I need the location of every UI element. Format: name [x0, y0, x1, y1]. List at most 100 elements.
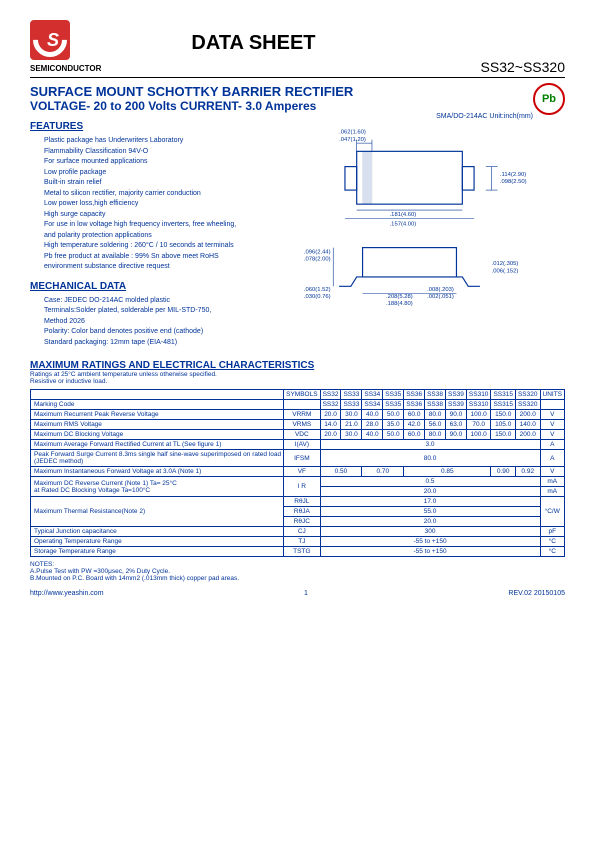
svg-text:.181(4.60): .181(4.60) [390, 212, 417, 218]
table-cell: 0.85 [404, 467, 491, 477]
table-cell: CJ [284, 527, 320, 537]
svg-text:.012(.305): .012(.305) [492, 261, 519, 267]
table-cell: SS33 [341, 400, 362, 410]
table-cell: I(AV) [284, 440, 320, 450]
table-cell: RθJL [284, 497, 320, 507]
table-cell: SS39 [446, 400, 467, 410]
table-cell: 21.0 [341, 420, 362, 430]
mechanical-list: Case: JEDEC DO-214AC molded plasticTermi… [44, 296, 288, 349]
table-param: Maximum DC Reverse Current (Note 1) Ta= … [31, 477, 284, 497]
feature-item: Low profile package [44, 168, 288, 179]
table-cell: 55.0 [320, 507, 540, 517]
mechanical-item: Standard packaging: 12mm tape (EIA-481) [44, 338, 288, 349]
ratings-note-1: Ratings at 25°C ambient temperature unle… [30, 371, 565, 378]
feature-item: Flammability Classification 94V-O [44, 147, 288, 158]
svg-text:.096(2.44): .096(2.44) [304, 249, 331, 255]
table-cell: °C [540, 547, 565, 557]
table-cell: 35.0 [383, 420, 404, 430]
table-cell: 56.0 [425, 420, 446, 430]
table-cell: 80.0 [320, 450, 540, 467]
table-cell: 90.0 [446, 430, 467, 440]
table-cell: 0.92 [515, 467, 540, 477]
semiconductor-label: SEMICONDUCTOR [30, 64, 101, 73]
svg-text:.157(4.00): .157(4.00) [390, 221, 417, 227]
feature-item: Built-in strain relief [44, 178, 288, 189]
svg-text:.006(.152): .006(.152) [492, 268, 519, 274]
table-param: Peak Forward Surge Current 8.3ms single … [31, 450, 284, 467]
table-cell: 17.0 [320, 497, 540, 507]
table-cell: TSTG [284, 547, 320, 557]
table-cell: 80.0 [425, 430, 446, 440]
table-cell: SS315 [491, 400, 516, 410]
table-cell: VF [284, 467, 320, 477]
feature-item: For surface mounted applications [44, 157, 288, 168]
table-cell: A [540, 450, 565, 467]
table-param: Storage Temperature Range [31, 547, 284, 557]
footer-url: http://www.yeashin.com [30, 590, 104, 597]
ratings-heading: MAXIMUM RATINGS AND ELECTRICAL CHARACTER… [30, 360, 565, 371]
table-cell: 140.0 [515, 420, 540, 430]
table-cell: 0.5 [320, 477, 540, 487]
table-param: Operating Temperature Range [31, 537, 284, 547]
feature-item: High surge capacity [44, 210, 288, 221]
feature-item: Plastic package has Underwriters Laborat… [44, 136, 288, 147]
table-cell: SS310 [466, 400, 491, 410]
table-cell: 70.0 [466, 420, 491, 430]
feature-item: Low power loss,high efficiency [44, 199, 288, 210]
package-unit-line: SMA/DO-214AC Unit:inch(mm) [298, 113, 533, 120]
table-cell: 150.0 [491, 430, 516, 440]
footer-page: 1 [304, 590, 308, 597]
table-cell: I R [284, 477, 320, 497]
table-cell: mA [540, 477, 565, 487]
table-cell: 105.0 [491, 420, 516, 430]
main-title: SURFACE MOUNT SCHOTTKY BARRIER RECTIFIER [30, 84, 565, 99]
mechanical-item: Method 2026 [44, 317, 288, 328]
table-cell: RθJA [284, 507, 320, 517]
table-header: SS38 [425, 390, 446, 400]
table-cell: V [540, 430, 565, 440]
table-cell: 80.0 [425, 410, 446, 420]
table-cell: V [540, 410, 565, 420]
table-cell [284, 400, 320, 410]
table-cell: 20.0 [320, 410, 341, 420]
svg-text:.078(2.00): .078(2.00) [304, 256, 331, 262]
table-cell: V [540, 420, 565, 430]
table-cell: RθJC [284, 517, 320, 527]
table-cell: pF [540, 527, 565, 537]
mechanical-item: Polarity: Color band denotes positive en… [44, 327, 288, 338]
table-param: Typical Junction capacitance [31, 527, 284, 537]
svg-text:.030(0.76): .030(0.76) [304, 294, 331, 300]
table-param: Maximum RMS Voltage [31, 420, 284, 430]
table-cell: -55 to +150 [320, 537, 540, 547]
notes-a: A.Pulse Test with PW =300μsec, 2% Duty C… [30, 568, 565, 575]
table-header: SS39 [446, 390, 467, 400]
table-cell: 0.70 [362, 467, 404, 477]
table-header [31, 390, 284, 400]
table-header: SS36 [404, 390, 425, 400]
svg-text:.060(1.52): .060(1.52) [304, 287, 331, 293]
table-header: SS33 [341, 390, 362, 400]
table-param: Maximum Thermal Resistance(Note 2) [31, 497, 284, 527]
part-range: SS32~SS320 [30, 59, 565, 75]
logo-icon: S [30, 20, 70, 60]
table-cell: 30.0 [341, 410, 362, 420]
svg-text:.002(.051): .002(.051) [427, 294, 454, 300]
table-cell: 20.0 [320, 517, 540, 527]
ratings-note-2: Resistive or inductive load. [30, 378, 565, 385]
footer: http://www.yeashin.com 1 REV.02 20150105 [30, 590, 565, 597]
table-cell: mA [540, 487, 565, 497]
data-sheet-title: DATA SHEET [191, 32, 315, 55]
notes-b: B.Mounted on P.C. Board with 14mm2 (.013… [30, 575, 565, 582]
svg-text:.098(2.50): .098(2.50) [500, 179, 527, 185]
ratings-table: SYMBOLSSS32SS33SS34SS35SS36SS38SS39SS310… [30, 389, 565, 557]
table-header: SS310 [466, 390, 491, 400]
svg-text:.188(4.80): .188(4.80) [386, 301, 413, 307]
table-cell: 40.0 [362, 430, 383, 440]
package-side-diagram: .096(2.44) .078(2.00) .060(1.52) .030(0.… [298, 230, 533, 314]
table-cell: SS36 [404, 400, 425, 410]
table-cell: 50.0 [383, 430, 404, 440]
table-cell: VRMS [284, 420, 320, 430]
subtitle: VOLTAGE- 20 to 200 Volts CURRENT- 3.0 Am… [30, 99, 565, 113]
table-cell: SS38 [425, 400, 446, 410]
feature-item: High temperature soldering : 260°C / 10 … [44, 241, 288, 252]
